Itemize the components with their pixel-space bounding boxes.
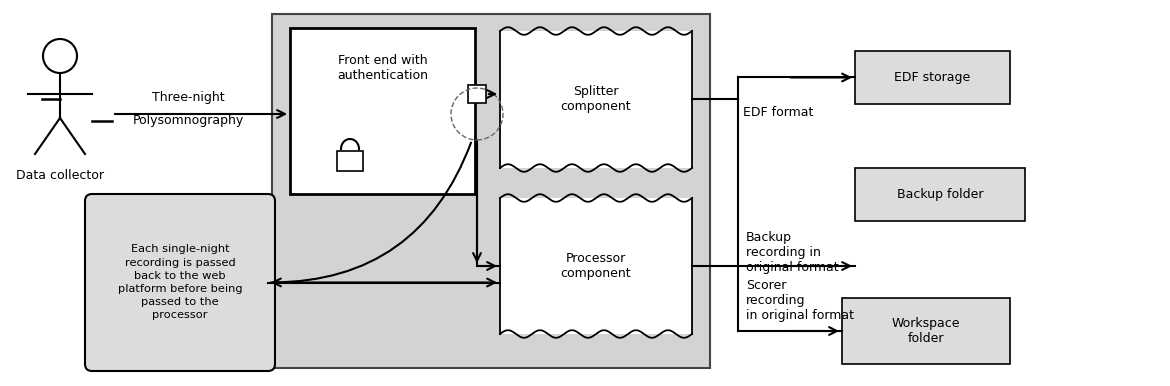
Text: Backup folder: Backup folder [896, 188, 983, 201]
FancyBboxPatch shape [85, 194, 275, 371]
Text: Splitter
component: Splitter component [560, 86, 632, 113]
FancyBboxPatch shape [855, 168, 1025, 221]
Circle shape [43, 39, 77, 73]
Text: Backup
recording in
original format: Backup recording in original format [746, 231, 839, 274]
Text: Polysomnography: Polysomnography [132, 115, 243, 127]
FancyBboxPatch shape [500, 198, 691, 334]
Text: Data collector: Data collector [16, 169, 104, 183]
FancyBboxPatch shape [271, 14, 710, 368]
Text: Workspace
folder: Workspace folder [892, 317, 961, 345]
Text: Each single-night
recording is passed
back to the web
platform before being
pass: Each single-night recording is passed ba… [118, 244, 242, 320]
Text: Three-night: Three-night [152, 91, 225, 105]
Text: EDF format: EDF format [743, 107, 813, 120]
FancyBboxPatch shape [855, 51, 1010, 104]
Text: Front end with
authentication: Front end with authentication [337, 54, 428, 82]
Text: Processor
component: Processor component [560, 252, 632, 280]
FancyBboxPatch shape [337, 151, 363, 171]
Text: Scorer
recording
in original format: Scorer recording in original format [746, 279, 854, 322]
FancyBboxPatch shape [468, 85, 486, 103]
FancyBboxPatch shape [500, 31, 691, 168]
Text: EDF storage: EDF storage [894, 71, 971, 84]
FancyBboxPatch shape [842, 298, 1010, 364]
FancyBboxPatch shape [290, 28, 475, 194]
